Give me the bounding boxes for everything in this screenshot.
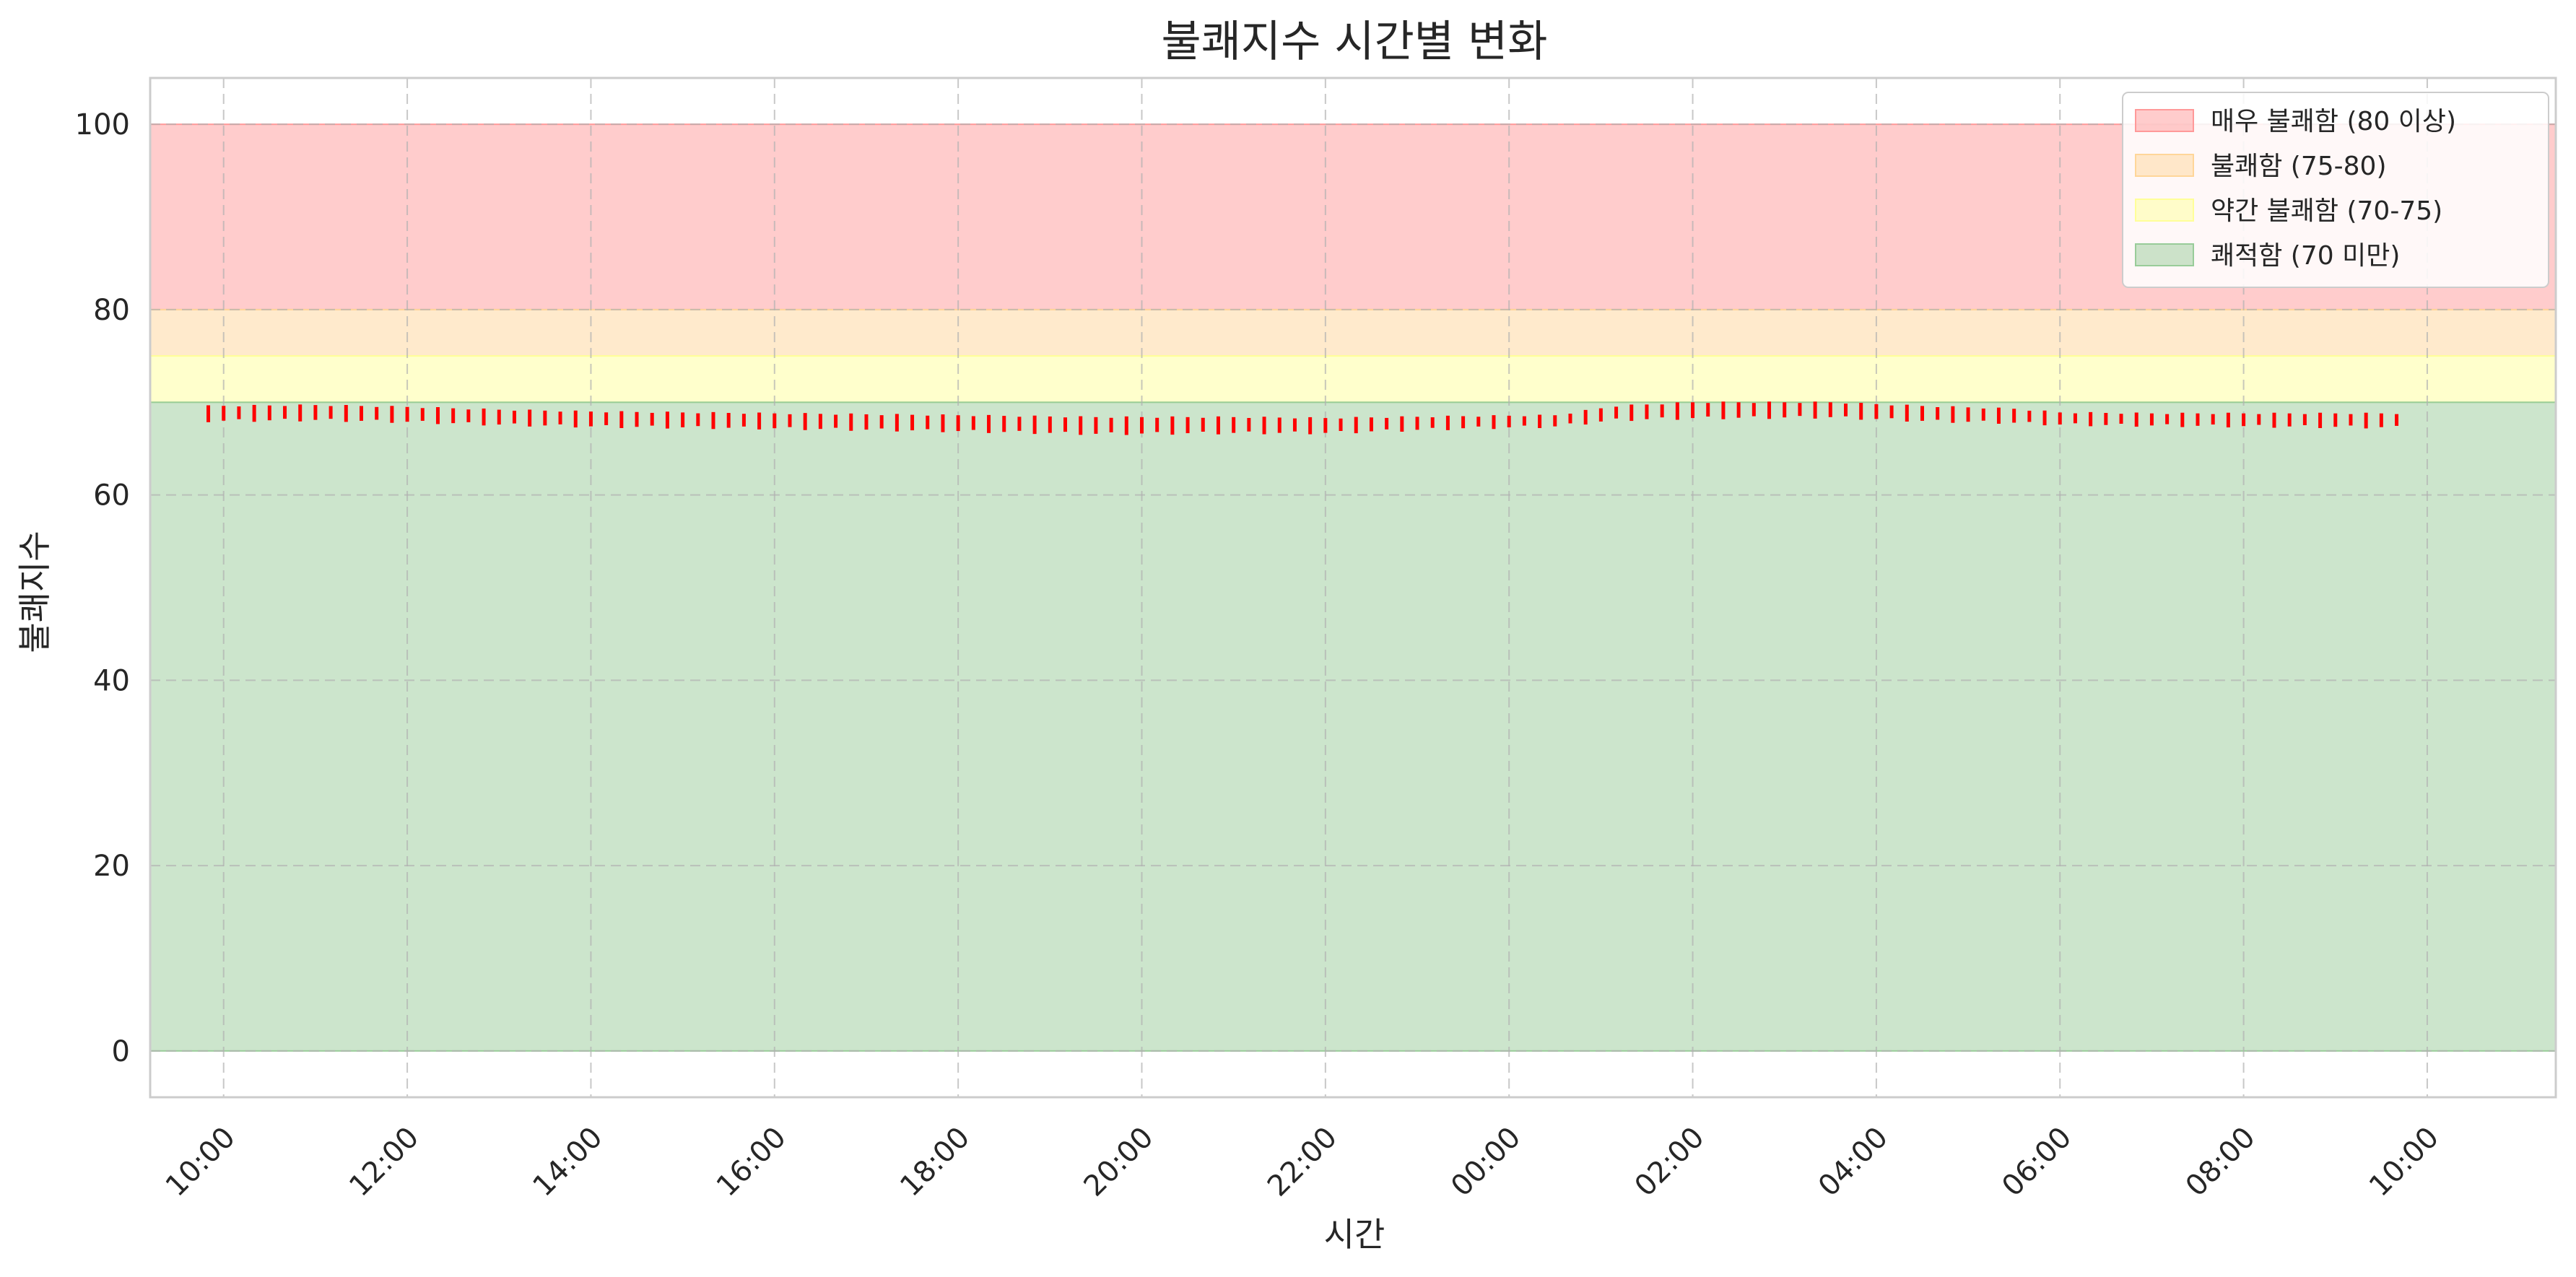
- legend-swatch: [2135, 199, 2194, 222]
- series-whiskers: [206, 401, 2399, 435]
- plot-frame: [149, 77, 2557, 1099]
- band-2: [149, 355, 2557, 404]
- y-tick-label: 80: [93, 294, 130, 327]
- legend: 매우 불쾌함 (80 이상) 불쾌함 (75-80) 약간 불쾌함 (70-75) 쾌…: [2122, 92, 2549, 288]
- legend-label: 쾌적함 (70 미만): [2211, 241, 2400, 271]
- band-3: [149, 401, 2557, 1052]
- band-1: [149, 308, 2557, 357]
- grid: [150, 78, 2556, 1097]
- y-tick-label: 40: [93, 664, 130, 697]
- legend-label: 매우 불쾌함 (80 이상): [2211, 107, 2456, 136]
- comfort-bands: [149, 123, 2557, 1052]
- y-axis-ticks: 0 20 40 60 80 100: [75, 108, 130, 1068]
- legend-swatch: [2135, 154, 2194, 177]
- legend-label: 불쾌함 (75-80): [2211, 152, 2387, 181]
- x-axis-label: 시간: [1324, 1215, 1385, 1254]
- y-tick-label: 60: [93, 479, 130, 513]
- legend-label: 약간 불쾌함 (70-75): [2211, 196, 2442, 226]
- y-tick-label: 100: [75, 108, 130, 141]
- chart-title: 불쾌지수 시간별 변화: [1162, 17, 1548, 67]
- y-axis-label: 불쾌지수: [15, 531, 54, 653]
- legend-box: [2122, 92, 2549, 288]
- legend-swatch: [2135, 109, 2194, 132]
- y-tick-label: 0: [112, 1035, 130, 1068]
- legend-swatch: [2135, 243, 2194, 266]
- y-tick-label: 20: [93, 850, 130, 883]
